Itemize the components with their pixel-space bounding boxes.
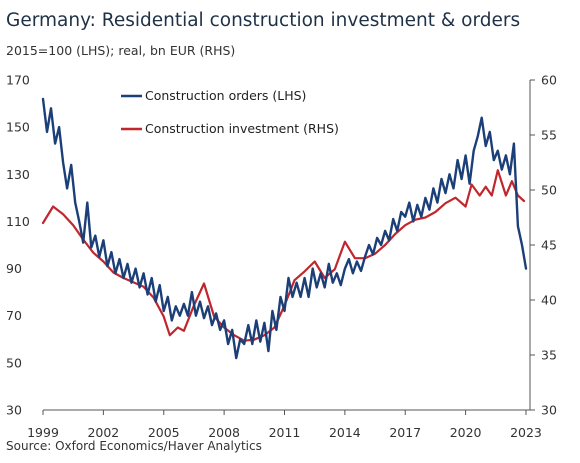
chart-title: Germany: Residential construction invest… (6, 10, 520, 31)
left-y-tick-label: 150 (6, 120, 30, 135)
left-y-tick-label: 110 (6, 214, 30, 229)
x-tick-label: 2002 (87, 425, 119, 440)
left-y-tick-label: 90 (6, 261, 22, 276)
legend-orders-label: Construction orders (LHS) (145, 88, 306, 103)
plot-series (41, 97, 528, 360)
left-y-tick-label: 50 (6, 355, 22, 370)
chart-source: Source: Oxford Economics/Haver Analytics (6, 439, 262, 453)
right-y-tick-label: 35 (541, 348, 557, 363)
left-y-tick-label: 70 (6, 308, 22, 323)
x-tick-label: 2014 (329, 425, 361, 440)
right-y-tick-label: 45 (541, 238, 557, 253)
left-y-axis: 30 50 70 90 110 130 150 170 (6, 73, 30, 418)
legend-investment-label: Construction investment (RHS) (145, 121, 339, 136)
x-tick-label: 2008 (208, 425, 240, 440)
right-y-tick-label: 55 (541, 128, 557, 143)
construction-investment-line (41, 169, 526, 342)
right-y-axis: 30 35 40 45 50 55 60 (529, 73, 557, 418)
chart-subtitle: 2015=100 (LHS); real, bn EUR (RHS) (6, 43, 235, 58)
left-y-tick-label: 170 (6, 73, 30, 88)
x-tick-label: 2005 (148, 425, 180, 440)
left-y-tick-label: 30 (6, 403, 22, 418)
right-y-tick-label: 50 (541, 183, 557, 198)
x-tick-label: 2017 (389, 425, 421, 440)
right-y-tick-label: 60 (541, 73, 557, 88)
x-tick-label: 1999 (27, 425, 59, 440)
x-tick-label: 2020 (450, 425, 482, 440)
left-y-tick-label: 130 (6, 167, 30, 182)
legend: Construction orders (LHS) Construction i… (121, 88, 339, 136)
right-y-tick-label: 40 (541, 293, 557, 308)
right-y-tick-label: 30 (541, 403, 557, 418)
construction-orders-line (41, 97, 528, 360)
x-tick-label: 2011 (269, 425, 301, 440)
x-tick-label: 2023 (510, 425, 542, 440)
x-axis: 1999 2002 2005 2008 2011 2014 2017 2020 2023 (27, 409, 542, 440)
